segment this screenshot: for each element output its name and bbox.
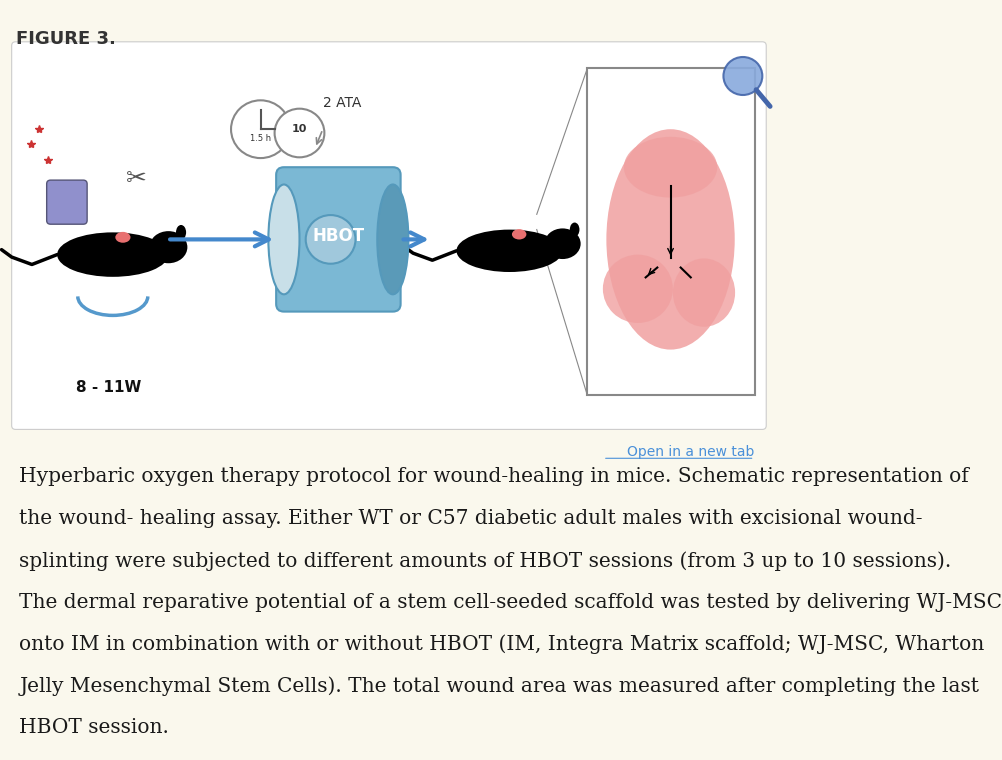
- Ellipse shape: [57, 233, 168, 277]
- Text: 8 - 11W: 8 - 11W: [76, 380, 141, 395]
- Text: the wound- healing assay. Either WT or C57 diabetic adult males with excisional : the wound- healing assay. Either WT or C…: [19, 509, 922, 528]
- FancyBboxPatch shape: [12, 42, 766, 429]
- Text: Open in a new tab: Open in a new tab: [626, 445, 754, 458]
- Circle shape: [722, 57, 762, 95]
- Text: 2 ATA: 2 ATA: [323, 96, 361, 109]
- Text: Hyperbaric oxygen therapy protocol for wound-healing in mice. Schematic represen: Hyperbaric oxygen therapy protocol for w…: [19, 467, 968, 486]
- Ellipse shape: [269, 185, 300, 294]
- Ellipse shape: [175, 225, 186, 240]
- Ellipse shape: [672, 258, 734, 327]
- Ellipse shape: [456, 230, 562, 272]
- Text: 1.5 h: 1.5 h: [249, 134, 271, 143]
- Ellipse shape: [544, 229, 580, 259]
- Ellipse shape: [115, 232, 130, 242]
- Ellipse shape: [149, 231, 187, 263]
- Text: HBOT: HBOT: [312, 226, 364, 245]
- Text: 10: 10: [292, 124, 307, 135]
- Text: FIGURE 3.: FIGURE 3.: [16, 30, 115, 49]
- Text: HBOT session.: HBOT session.: [19, 718, 169, 737]
- Circle shape: [230, 100, 290, 158]
- Ellipse shape: [569, 223, 579, 236]
- Circle shape: [306, 215, 355, 264]
- Circle shape: [275, 109, 324, 157]
- Ellipse shape: [602, 255, 672, 323]
- Text: Jelly Mesenchymal Stem Cells). The total wound area was measured after completin: Jelly Mesenchymal Stem Cells). The total…: [19, 676, 979, 696]
- Ellipse shape: [377, 185, 408, 294]
- Text: onto IM in combination with or without HBOT (IM, Integra Matrix scaffold; WJ-MSC: onto IM in combination with or without H…: [19, 635, 984, 654]
- Text: ✂: ✂: [125, 166, 146, 191]
- Text: splinting were subjected to different amounts of HBOT sessions (from 3 up to 10 : splinting were subjected to different am…: [19, 551, 951, 571]
- FancyBboxPatch shape: [276, 167, 400, 312]
- Ellipse shape: [606, 129, 734, 350]
- Text: The dermal reparative potential of a stem cell-seeded scaffold was tested by del: The dermal reparative potential of a ste…: [19, 593, 1001, 612]
- Ellipse shape: [623, 137, 716, 198]
- FancyBboxPatch shape: [47, 180, 87, 224]
- FancyBboxPatch shape: [587, 68, 754, 395]
- Ellipse shape: [511, 229, 526, 239]
